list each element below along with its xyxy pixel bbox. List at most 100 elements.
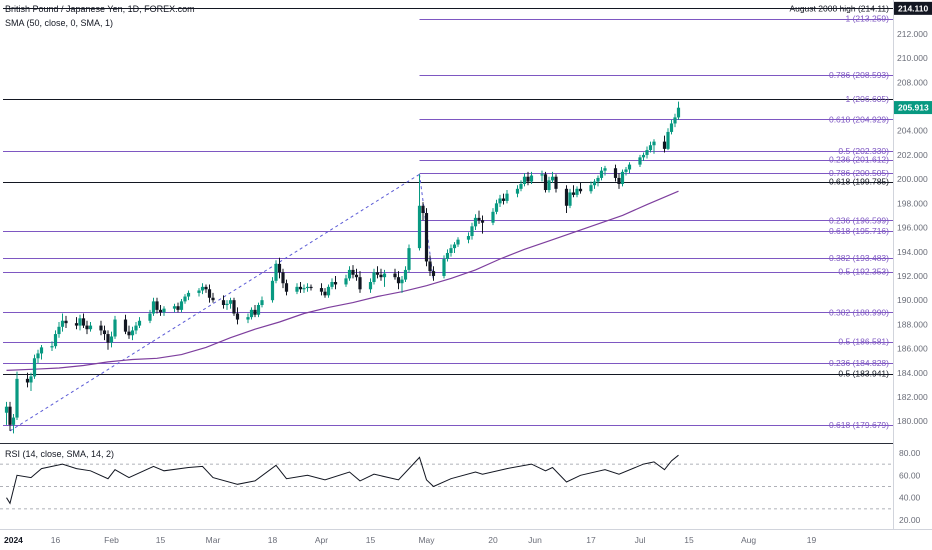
candle[interactable]	[599, 167, 604, 181]
candle[interactable]	[57, 321, 61, 338]
candle[interactable]	[445, 249, 450, 262]
candle[interactable]	[36, 349, 40, 364]
candle[interactable]	[197, 288, 201, 297]
candle[interactable]	[326, 284, 331, 298]
candle[interactable]	[53, 330, 58, 349]
time-axis[interactable]: 2024 16 Feb 15 Mar 18 Apr 15 May 20 Jun 17 Jul 15 Aug 1…	[4, 535, 816, 545]
candle[interactable]	[519, 180, 523, 192]
candle[interactable]	[60, 313, 65, 332]
candle[interactable]	[211, 292, 215, 303]
sma-legend[interactable]: SMA (50, close, 0, SMA, 1)	[5, 18, 114, 28]
candle[interactable]	[554, 174, 558, 193]
candle[interactable]	[64, 315, 68, 329]
rsi-pane[interactable]	[0, 454, 893, 510]
candle[interactable]	[498, 194, 502, 207]
candle[interactable]	[592, 179, 597, 189]
candle[interactable]	[109, 331, 114, 348]
candle[interactable]	[393, 268, 397, 280]
candle[interactable]	[179, 298, 184, 313]
candle[interactable]	[295, 283, 299, 295]
candle[interactable]	[522, 173, 527, 187]
candle[interactable]	[204, 284, 208, 293]
candle[interactable]	[456, 237, 460, 247]
candle[interactable]	[666, 128, 670, 151]
candle[interactable]	[137, 317, 142, 329]
candle[interactable]	[473, 214, 478, 230]
candle[interactable]	[225, 300, 229, 310]
candle[interactable]	[200, 283, 205, 295]
candle[interactable]	[627, 162, 632, 174]
candle[interactable]	[32, 354, 37, 379]
candle[interactable]	[50, 341, 54, 352]
candle[interactable]	[162, 306, 166, 316]
candle[interactable]	[102, 325, 107, 341]
candle[interactable]	[400, 275, 404, 293]
candle[interactable]	[477, 210, 481, 224]
candle[interactable]	[106, 330, 110, 350]
candle[interactable]	[253, 305, 257, 318]
candle[interactable]	[207, 284, 212, 303]
candle[interactable]	[645, 146, 649, 159]
candle[interactable]	[603, 165, 607, 176]
candle[interactable]	[673, 113, 677, 128]
candle[interactable]	[379, 268, 383, 281]
symbol-title[interactable]: British Pound / Japanese Yen, 1D, FOREX.…	[5, 4, 195, 14]
candle[interactable]	[424, 208, 429, 267]
candle[interactable]	[151, 297, 156, 316]
candle[interactable]	[358, 271, 362, 293]
candle[interactable]	[298, 282, 303, 293]
candle[interactable]	[88, 321, 93, 332]
candle[interactable]	[232, 297, 236, 316]
candle[interactable]	[183, 294, 187, 304]
candle[interactable]	[564, 185, 569, 214]
candle[interactable]	[368, 278, 373, 293]
candle[interactable]	[652, 139, 656, 154]
candle[interactable]	[319, 283, 324, 296]
candle[interactable]	[4, 401, 9, 425]
candle[interactable]	[15, 371, 19, 421]
candle[interactable]	[29, 372, 33, 391]
candle[interactable]	[543, 171, 548, 193]
candle[interactable]	[550, 171, 555, 183]
candle[interactable]	[81, 313, 86, 329]
candle[interactable]	[302, 284, 306, 293]
candle[interactable]	[529, 171, 534, 184]
candle[interactable]	[78, 314, 82, 331]
candle[interactable]	[526, 171, 530, 186]
candle[interactable]	[277, 257, 282, 279]
candle[interactable]	[323, 288, 327, 298]
candle[interactable]	[74, 317, 79, 330]
candle[interactable]	[596, 175, 600, 187]
candle[interactable]	[85, 320, 89, 335]
candle[interactable]	[620, 169, 625, 187]
candle[interactable]	[540, 170, 544, 182]
candle[interactable]	[491, 208, 495, 226]
candle[interactable]	[333, 275, 338, 290]
candle[interactable]	[309, 284, 313, 291]
candle[interactable]	[260, 296, 264, 308]
candle[interactable]	[494, 199, 499, 215]
candle[interactable]	[547, 176, 551, 193]
candle[interactable]	[676, 101, 681, 120]
candlesticks[interactable]	[4, 101, 681, 434]
candle[interactable]	[480, 215, 485, 234]
candle[interactable]	[452, 242, 457, 253]
candle[interactable]	[8, 401, 12, 431]
candle[interactable]	[221, 295, 226, 309]
candle[interactable]	[127, 325, 131, 339]
candle[interactable]	[589, 181, 593, 194]
candle[interactable]	[39, 344, 44, 360]
candle[interactable]	[372, 268, 376, 285]
candle[interactable]	[134, 321, 138, 335]
candle[interactable]	[99, 320, 103, 336]
candle[interactable]	[123, 314, 128, 335]
rsi-axis[interactable]: 80.00 60.00 40.00 20.00	[899, 448, 921, 525]
candle[interactable]	[568, 188, 572, 209]
candle[interactable]	[246, 313, 250, 324]
candle[interactable]	[158, 305, 163, 316]
candle[interactable]	[641, 152, 646, 161]
candle[interactable]	[235, 307, 240, 325]
candle[interactable]	[515, 185, 520, 198]
candle[interactable]	[270, 277, 275, 303]
candle[interactable]	[155, 297, 159, 314]
